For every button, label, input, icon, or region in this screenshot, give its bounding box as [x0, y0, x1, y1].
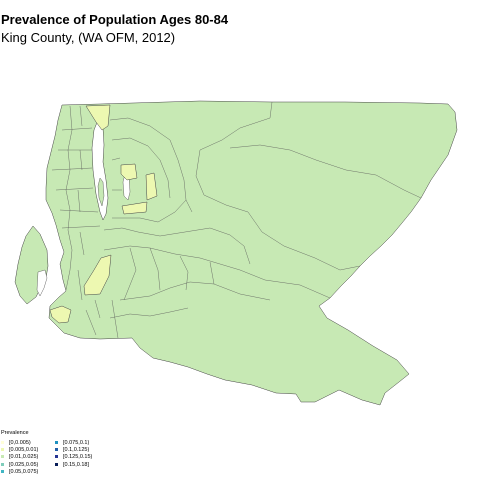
legend-label: [0.005,0.01) — [9, 447, 39, 454]
tract-redmond — [145, 172, 158, 201]
mercer-island — [97, 177, 105, 207]
tract-kent — [83, 254, 112, 296]
legend-label: [0.15,0.18] — [63, 461, 89, 468]
legend-swatch — [55, 455, 58, 459]
legend-label: [0.075,0.1) — [63, 440, 90, 446]
legend-swatch — [1, 462, 4, 466]
legend-swatch — [55, 448, 58, 452]
tract-north-shoreline — [85, 104, 111, 131]
legend-swatch — [1, 455, 4, 459]
tract-kirkland — [120, 163, 138, 181]
quartermaster-harbor — [36, 269, 48, 297]
legend-swatch — [1, 448, 4, 452]
highlighted-tracts — [49, 104, 158, 324]
map-subtitle: King County, (WA OFM, 2012) — [1, 30, 176, 45]
legend-label: [0,0.005) — [9, 440, 31, 446]
legend-swatch — [1, 441, 4, 444]
legend-label: [0.01,0.025) — [9, 454, 39, 461]
county-area — [45, 100, 458, 406]
legend-label: [0.05,0.075) — [9, 468, 39, 475]
legend-label: [0.025,0.05) — [9, 461, 39, 468]
vashon-island — [14, 225, 49, 305]
legend-swatch — [55, 441, 58, 444]
tract-bellevue — [121, 201, 148, 215]
legend-label: [0.125,0.15) — [63, 454, 93, 461]
legend-swatch — [55, 462, 58, 466]
tract-federal-way — [49, 305, 72, 324]
tract-boundaries — [51, 101, 422, 339]
legend-label: [0.1,0.125) — [63, 447, 90, 454]
map-title: Prevalence of Population Ages 80-84 — [1, 12, 229, 27]
legend-swatch — [1, 469, 4, 473]
legend-title: Prevalence — [1, 430, 29, 436]
